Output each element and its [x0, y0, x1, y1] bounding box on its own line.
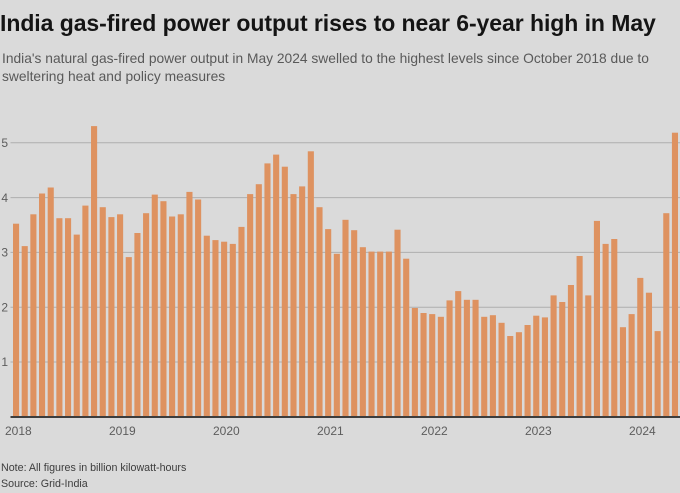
svg-text:2021: 2021: [317, 424, 344, 438]
svg-text:2: 2: [1, 300, 8, 314]
svg-text:2023: 2023: [525, 424, 552, 438]
svg-text:2024: 2024: [629, 424, 656, 438]
svg-text:5: 5: [1, 136, 8, 150]
svg-text:4: 4: [1, 191, 8, 205]
svg-text:2020: 2020: [213, 424, 240, 438]
svg-text:2018: 2018: [5, 424, 32, 438]
svg-text:2022: 2022: [421, 424, 448, 438]
svg-text:3: 3: [1, 246, 8, 260]
svg-text:2019: 2019: [109, 424, 136, 438]
svg-text:1: 1: [1, 355, 8, 369]
